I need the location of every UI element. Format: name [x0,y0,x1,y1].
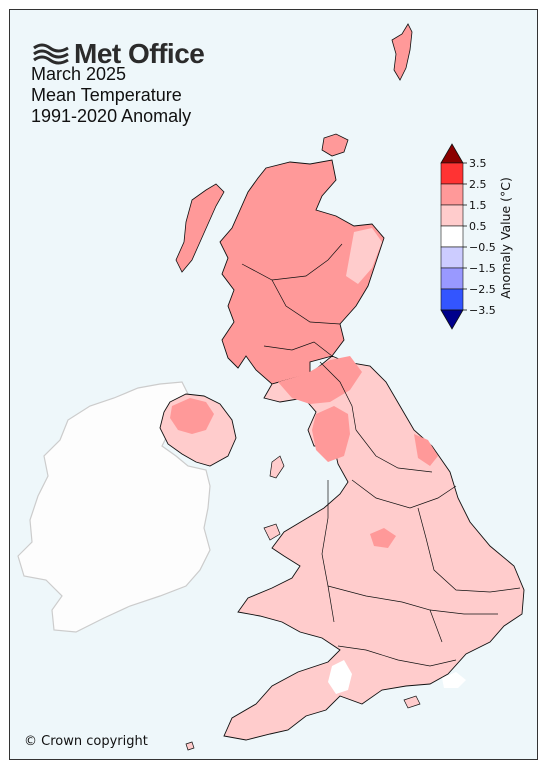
northeast-warm-patch [414,434,438,466]
tick-label: −0.5 [469,241,496,254]
dorset-cool-patch [328,660,352,694]
isle-of-man [269,455,285,479]
tick-label: 1.5 [469,199,487,212]
colorbar-top-arrow [440,143,464,164]
met-office-waves-icon [33,43,69,65]
tick-label: 2.5 [469,178,487,191]
band-m0-5-to-0-5 [440,225,464,248]
kent-cool-patch [442,672,466,688]
shetland-islands [391,23,413,81]
orkney-islands [321,133,349,157]
scilly-isles [185,741,195,751]
anomaly-colorbar: 3.5 2.5 1.5 0.5 −0.5 −1.5 −2.5 −3.5 Anom… [440,143,513,330]
band-m3-5-to-m2-5 [440,288,464,311]
map-frame: 3.5 2.5 1.5 0.5 −0.5 −1.5 −2.5 −3.5 Anom… [9,9,538,760]
copyright-notice: © Crown copyright [24,734,148,749]
band-0-5-to-1-5 [440,204,464,227]
map-title: March 2025 Mean Temperature 1991-2020 An… [31,64,191,127]
colorbar-bottom-arrow [440,309,464,330]
brand-name: Met Office [74,38,205,69]
region-borders [241,243,521,667]
ni-warm-patch [170,398,214,434]
tick-label: 3.5 [469,157,487,170]
tick-label: 0.5 [469,220,487,233]
cumbria-warm-patch [312,406,350,462]
title-baseline: 1991-2020 Anomaly [31,106,192,126]
band-1-5-to-2-5 [440,183,464,206]
isle-of-wight [403,695,421,709]
title-month: March 2025 [31,64,127,84]
band-2-5-to-3-5 [440,162,464,185]
borders-warm-patch [278,356,362,404]
title-variable: Mean Temperature [31,85,182,105]
colorbar-tick-marks [463,162,467,311]
western-isles [175,183,225,273]
ireland-landmass [17,381,211,633]
tick-label: −2.5 [469,283,496,296]
uk-anomaly-map: 3.5 2.5 1.5 0.5 −0.5 −1.5 −2.5 −3.5 Anom… [17,23,525,751]
tick-label: −1.5 [469,262,496,275]
anglesey [263,523,281,541]
scotland-east-cooler-patch [346,228,382,284]
tick-label: −3.5 [469,304,496,317]
met-office-logo: Met Office [32,38,205,70]
band-m2-5-to-m1-5 [440,267,464,290]
band-m1-5-to-m0-5 [440,246,464,269]
england-wales-landmass [223,355,525,741]
colorbar-axis-label: Anomaly Value (°C) [498,177,513,299]
midlands-warm-patch [370,528,396,548]
